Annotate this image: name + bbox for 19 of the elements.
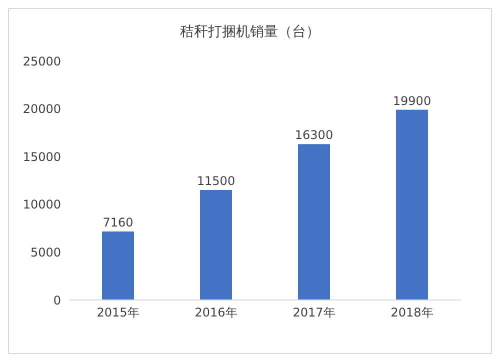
bar bbox=[200, 190, 232, 300]
chart-title: 秸秆打捆机销量（台） bbox=[179, 23, 321, 41]
data-label: 7160 bbox=[102, 216, 134, 230]
data-label: 16300 bbox=[294, 128, 334, 142]
data-label: 11500 bbox=[196, 174, 236, 188]
y-tick-label: 5000 bbox=[30, 245, 61, 260]
bar bbox=[102, 232, 134, 300]
bar bbox=[298, 144, 330, 300]
bar bbox=[396, 110, 428, 300]
x-tick-label: 2015年 bbox=[96, 306, 140, 320]
y-tick-label: 25000 bbox=[22, 54, 61, 68]
y-tick-label: 15000 bbox=[22, 150, 61, 164]
x-tick-label: 2017年 bbox=[292, 306, 336, 320]
x-tick-label: 2018年 bbox=[390, 306, 434, 320]
y-tick-label: 20000 bbox=[22, 102, 61, 116]
y-tick-label: 0 bbox=[53, 293, 61, 308]
data-label: 19900 bbox=[392, 94, 432, 108]
y-tick-label: 10000 bbox=[22, 198, 61, 212]
x-tick-label: 2016年 bbox=[194, 306, 238, 320]
